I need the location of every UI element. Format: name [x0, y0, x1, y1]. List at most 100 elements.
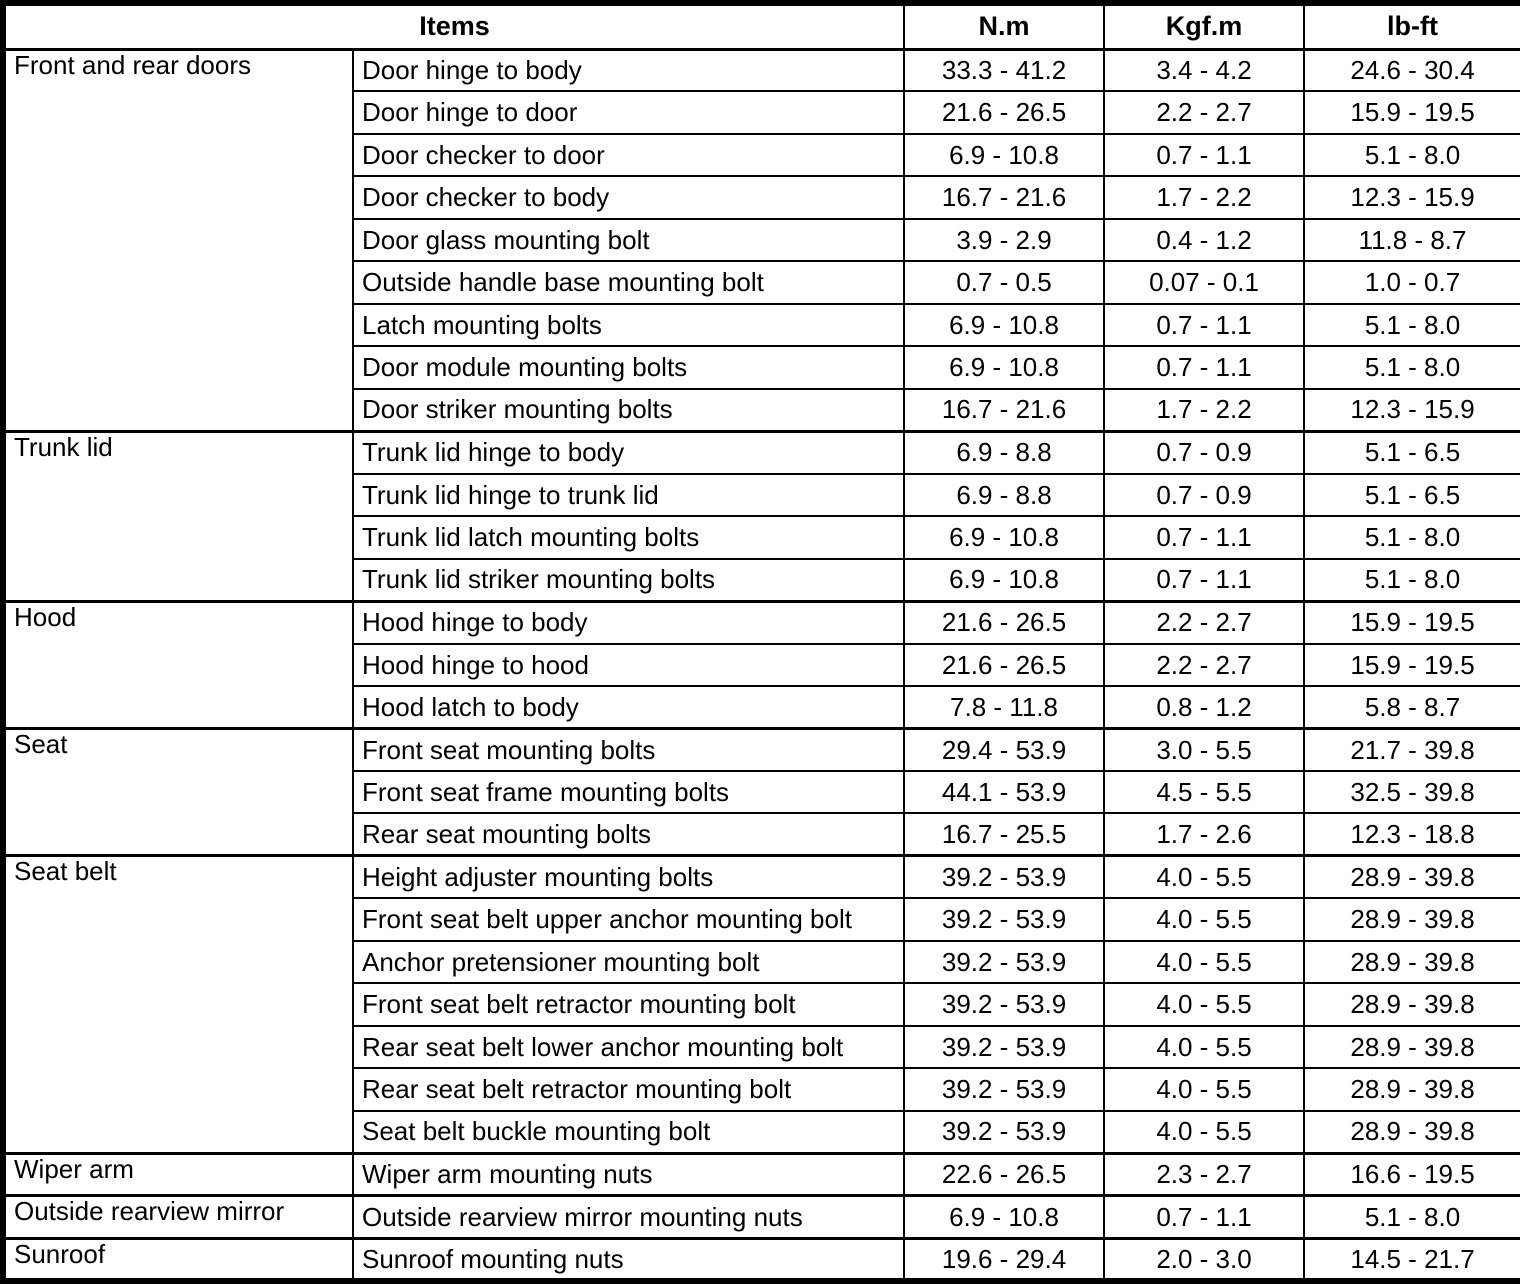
nm-value-cell: 6.9 - 10.8 — [903, 132, 1106, 178]
item-cell: Door hinge to body — [351, 47, 906, 93]
kgfm-value-cell: 4.0 - 5.5 — [1103, 939, 1306, 985]
kgfm-value-cell: 1.7 - 2.2 — [1103, 175, 1306, 220]
lbft-value-cell: 24.6 - 30.4 — [1303, 47, 1520, 93]
lbft-value-cell: 15.9 - 19.5 — [1303, 599, 1520, 645]
table-row: Door checker to door 6.9 - 10.8 0.7 - 1.1 5… — [3, 132, 1520, 178]
item-cell: Door glass mounting bolt — [351, 217, 906, 263]
lbft-value-cell: 32.5 - 39.8 — [1303, 769, 1520, 815]
table-row: Rear seat mounting bolts 16.7 - 25.5 1.7 -… — [3, 812, 1520, 857]
table-row: Seat Front seat mounting bolts 29.4 - 53.9… — [2, 726, 1520, 857]
lbft-value-cell: 12.3 - 15.9 — [1303, 175, 1520, 220]
table-row: Front seat belt upper anchor mounting bo… — [3, 897, 1520, 942]
lbft-value-cell: 5.1 - 8.0 — [1303, 132, 1520, 178]
table-row: Door striker mounting bolts 16.7 - 21.6 1.… — [3, 387, 1520, 433]
item-cell: Hood hinge to hood — [351, 642, 906, 688]
kgfm-value-cell: 2.2 - 2.7 — [1103, 90, 1306, 135]
kgfm-value-cell: 2.3 - 2.7 — [1103, 1151, 1306, 1197]
kgfm-value-cell: 0.7 - 1.1 — [1103, 557, 1306, 603]
kgfm-value-cell: 1.7 - 2.2 — [1103, 387, 1306, 433]
table-row: Outside handle base mounting bolt 0.7 - 0… — [3, 260, 1520, 305]
header-kgfm: Kgf.m — [1103, 2, 1306, 50]
lbft-value-cell: 15.9 - 19.5 — [1303, 90, 1520, 135]
lbft-value-cell: 16.6 - 19.5 — [1303, 1151, 1520, 1197]
item-cell: Front seat frame mounting bolts — [351, 769, 906, 815]
nm-value-cell: 39.2 - 53.9 — [903, 854, 1106, 900]
table-row: Trunk lid Trunk lid hinge to body 6.9 - 8.… — [2, 429, 1520, 603]
item-cell: Trunk lid hinge to trunk lid — [351, 472, 906, 518]
nm-value-cell: 6.9 - 10.8 — [903, 1194, 1106, 1240]
nm-value-cell: 3.9 - 2.9 — [903, 217, 1106, 263]
category-cell: Front and rear doors — [2, 47, 354, 433]
nm-value-cell: 6.9 - 10.8 — [903, 302, 1106, 348]
item-cell: Rear seat mounting bolts — [351, 812, 906, 857]
nm-value-cell: 21.6 - 26.5 — [903, 642, 1106, 688]
nm-value-cell: 33.3 - 41.2 — [903, 47, 1106, 93]
category-cell: Seat belt — [2, 854, 354, 1155]
lbft-value-cell: 5.1 - 8.0 — [1303, 345, 1520, 390]
nm-value-cell: 0.7 - 0.5 — [903, 260, 1106, 305]
kgfm-value-cell: 0.7 - 0.9 — [1103, 429, 1306, 475]
table-row: Door module mounting bolts 6.9 - 10.8 0.7 … — [3, 345, 1520, 390]
category-cell: Hood — [2, 599, 354, 730]
lbft-value-cell: 28.9 - 39.8 — [1303, 854, 1520, 900]
item-cell: Sunroof mounting nuts — [351, 1236, 906, 1282]
lbft-value-cell: 14.5 - 21.7 — [1303, 1236, 1520, 1282]
lbft-value-cell: 21.7 - 39.8 — [1303, 726, 1520, 772]
category-cell: Sunroof — [2, 1236, 354, 1282]
kgfm-value-cell: 2.0 - 3.0 — [1103, 1236, 1306, 1282]
table-row: Rear seat belt lower anchor mounting bol… — [3, 1024, 1520, 1070]
nm-value-cell: 39.2 - 53.9 — [903, 1067, 1106, 1112]
item-cell: Hood hinge to body — [351, 599, 906, 645]
item-cell: Anchor pretensioner mounting bolt — [351, 939, 906, 985]
item-cell: Outside handle base mounting bolt — [351, 260, 906, 305]
nm-value-cell: 21.6 - 26.5 — [903, 599, 1106, 645]
table-row: Outside rearview mirror Outside rearview … — [2, 1194, 1520, 1240]
kgfm-value-cell: 0.4 - 1.2 — [1103, 217, 1306, 263]
kgfm-value-cell: 3.0 - 5.5 — [1103, 726, 1306, 772]
item-cell: Door striker mounting bolts — [351, 387, 906, 433]
nm-value-cell: 6.9 - 10.8 — [903, 515, 1106, 560]
kgfm-value-cell: 4.0 - 5.5 — [1103, 982, 1306, 1027]
table-row: Door checker to body 16.7 - 21.6 1.7 - 2.2… — [3, 175, 1520, 220]
lbft-value-cell: 28.9 - 39.8 — [1303, 1024, 1520, 1070]
kgfm-value-cell: 0.7 - 1.1 — [1103, 345, 1306, 390]
nm-value-cell: 39.2 - 53.9 — [903, 1024, 1106, 1070]
kgfm-value-cell: 4.0 - 5.5 — [1103, 1109, 1306, 1155]
item-cell: Door checker to door — [351, 132, 906, 178]
table-row: Hood latch to body 7.8 - 11.8 0.8 - 1.2 5.8… — [3, 685, 1520, 730]
item-cell: Front seat mounting bolts — [351, 726, 906, 772]
table-row: Sunroof Sunroof mounting nuts 19.6 - 29.4 2… — [2, 1236, 1520, 1282]
header-items: Items — [1, 2, 906, 50]
table-row: Latch mounting bolts 6.9 - 10.8 0.7 - 1.1 5… — [3, 302, 1520, 348]
lbft-value-cell: 5.1 - 8.0 — [1303, 515, 1520, 560]
table-row: Wiper arm Wiper arm mounting nuts 22.6 - 2… — [2, 1151, 1520, 1197]
item-cell: Latch mounting bolts — [351, 302, 906, 348]
nm-value-cell: 6.9 - 8.8 — [903, 429, 1106, 475]
kgfm-value-cell: 0.7 - 0.9 — [1103, 472, 1306, 518]
item-cell: Seat belt buckle mounting bolt — [351, 1109, 906, 1155]
nm-value-cell: 39.2 - 53.9 — [903, 939, 1106, 985]
item-cell: Trunk lid hinge to body — [351, 429, 906, 475]
table-row: Door glass mounting bolt 3.9 - 2.9 0.4 - 1… — [3, 217, 1520, 263]
category-cell: Seat — [2, 726, 354, 857]
nm-value-cell: 6.9 - 10.8 — [903, 345, 1106, 390]
item-cell: Trunk lid striker mounting bolts — [351, 557, 906, 603]
kgfm-value-cell: 4.0 - 5.5 — [1103, 854, 1306, 900]
nm-value-cell: 16.7 - 21.6 — [903, 175, 1106, 220]
item-cell: Door hinge to door — [351, 90, 906, 135]
item-cell: Height adjuster mounting bolts — [351, 854, 906, 900]
lbft-value-cell: 15.9 - 19.5 — [1303, 642, 1520, 688]
lbft-value-cell: 11.8 - 8.7 — [1303, 217, 1520, 263]
table-row: Front and rear doors Door hinge to body 33… — [2, 47, 1520, 433]
lbft-value-cell: 1.0 - 0.7 — [1303, 260, 1520, 305]
item-cell: Front seat belt upper anchor mounting bo… — [351, 897, 906, 942]
item-cell: Trunk lid latch mounting bolts — [351, 515, 906, 560]
lbft-value-cell: 12.3 - 18.8 — [1303, 812, 1520, 857]
lbft-value-cell: 5.8 - 8.7 — [1303, 685, 1520, 730]
table-row: Anchor pretensioner mounting bolt 39.2 - … — [3, 939, 1520, 985]
kgfm-value-cell: 0.07 - 0.1 — [1103, 260, 1306, 305]
nm-value-cell: 16.7 - 25.5 — [903, 812, 1106, 857]
nm-value-cell: 29.4 - 53.9 — [903, 726, 1106, 772]
header-lbft: lb-ft — [1303, 2, 1520, 50]
category-cell: Wiper arm — [2, 1151, 354, 1197]
